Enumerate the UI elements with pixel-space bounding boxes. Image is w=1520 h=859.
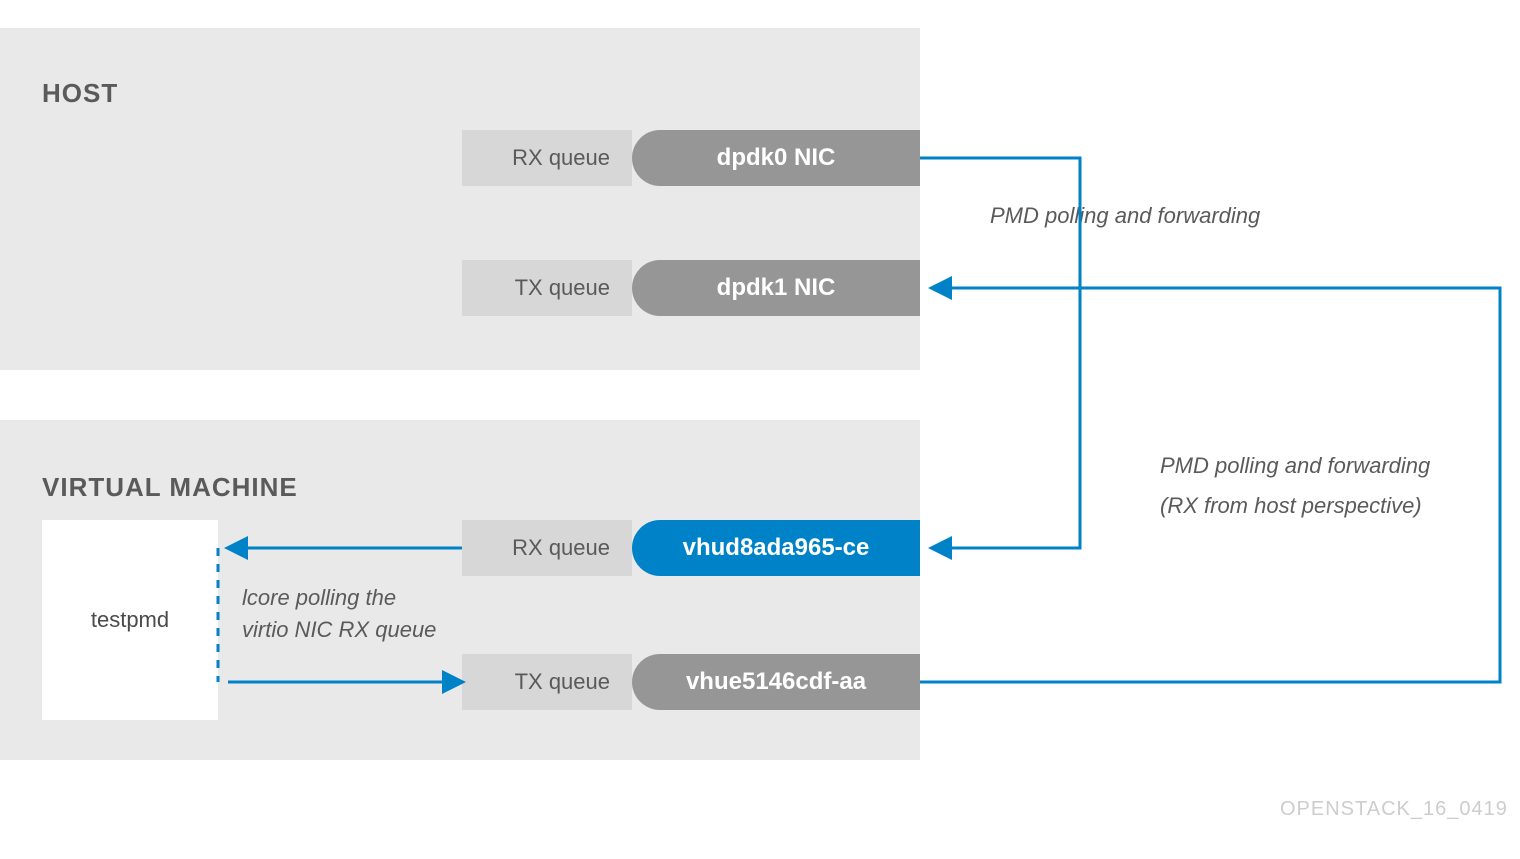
vm-title: VIRTUAL MACHINE [42, 472, 298, 503]
host-row-dpdk0: RX queue dpdk0 NIC [462, 130, 920, 186]
host-panel [0, 28, 920, 370]
pmd-caption-top: PMD polling and forwarding [990, 200, 1260, 232]
testpmd-box: testpmd [42, 520, 218, 720]
queue-left-label: RX queue [462, 130, 632, 186]
diagram-canvas: HOST RX queue dpdk0 NIC TX queue dpdk1 N… [0, 0, 1520, 859]
nic-pill-vhu-tx: vhue5146cdf-aa [632, 654, 920, 710]
lcore-caption: lcore polling the virtio NIC RX queue [242, 582, 436, 646]
queue-left-label: TX queue [462, 654, 632, 710]
lcore-caption-line2: virtio NIC RX queue [242, 617, 436, 642]
arrow-big-loop [920, 288, 1500, 682]
nic-pill-dpdk1: dpdk1 NIC [632, 260, 920, 316]
vm-row-vhu-tx: TX queue vhue5146cdf-aa [462, 654, 920, 710]
host-title: HOST [42, 78, 118, 109]
nic-pill-dpdk0: dpdk0 NIC [632, 130, 920, 186]
lcore-caption-line1: lcore polling the [242, 585, 396, 610]
queue-left-label: RX queue [462, 520, 632, 576]
host-row-dpdk1: TX queue dpdk1 NIC [462, 260, 920, 316]
nic-pill-vhu-rx: vhud8ada965-ce [632, 520, 920, 576]
queue-left-label: TX queue [462, 260, 632, 316]
pmd-caption-mid1: PMD polling and forwarding [1160, 450, 1430, 482]
vm-row-vhu-rx: RX queue vhud8ada965-ce [462, 520, 920, 576]
pmd-caption-mid2: (RX from host perspective) [1160, 490, 1422, 522]
watermark: OPENSTACK_16_0419 [1280, 798, 1508, 821]
